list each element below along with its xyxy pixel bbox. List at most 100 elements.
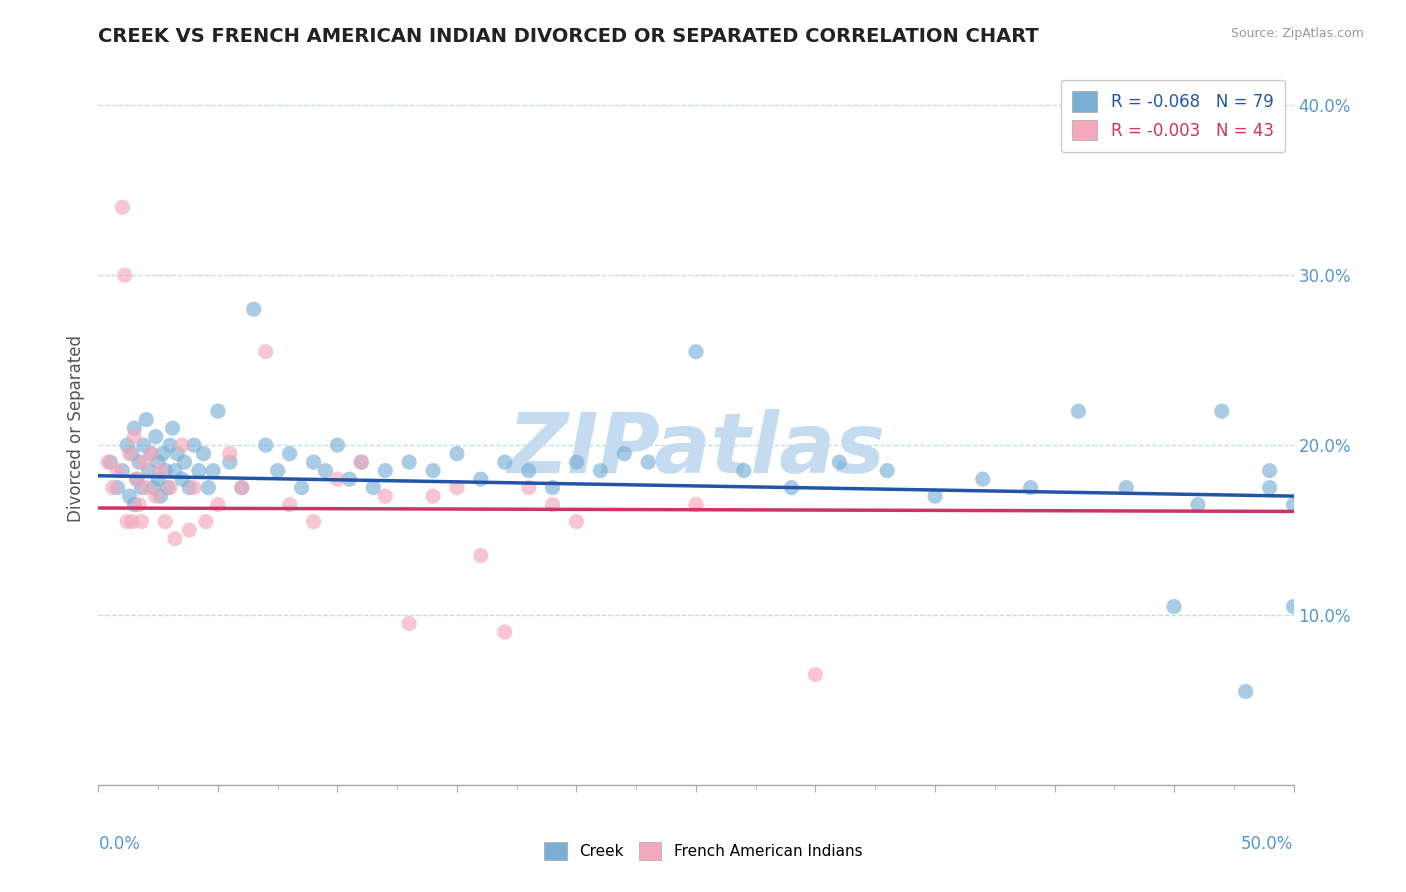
- Point: [565, 515, 588, 529]
- Point: [291, 481, 314, 495]
- Point: [121, 515, 143, 529]
- Point: [135, 481, 157, 495]
- Point: [1163, 599, 1185, 614]
- Point: [101, 481, 124, 495]
- Point: [1067, 404, 1090, 418]
- Point: [149, 464, 172, 478]
- Point: [115, 438, 138, 452]
- Point: [315, 464, 337, 478]
- Point: [254, 438, 277, 452]
- Point: [470, 549, 492, 563]
- Point: [183, 438, 205, 452]
- Point: [124, 498, 146, 512]
- Point: [1282, 599, 1305, 614]
- Point: [97, 455, 120, 469]
- Point: [804, 667, 827, 681]
- Point: [187, 464, 209, 478]
- Point: [155, 464, 177, 478]
- Point: [1115, 481, 1137, 495]
- Text: Source: ZipAtlas.com: Source: ZipAtlas.com: [1230, 27, 1364, 40]
- Point: [118, 447, 141, 461]
- Point: [541, 498, 564, 512]
- Point: [138, 464, 160, 478]
- Point: [589, 464, 612, 478]
- Point: [685, 498, 707, 512]
- Point: [1187, 498, 1209, 512]
- Point: [231, 481, 253, 495]
- Point: [422, 464, 444, 478]
- Point: [139, 447, 162, 461]
- Point: [278, 498, 301, 512]
- Point: [470, 472, 492, 486]
- Point: [163, 532, 186, 546]
- Text: 0.0%: 0.0%: [98, 835, 141, 853]
- Point: [350, 455, 373, 469]
- Point: [1258, 481, 1281, 495]
- Point: [173, 455, 195, 469]
- Point: [172, 472, 194, 486]
- Point: [339, 472, 361, 486]
- Point: [1234, 684, 1257, 698]
- Point: [131, 481, 153, 495]
- Point: [172, 438, 194, 452]
- Point: [124, 430, 146, 444]
- Point: [446, 481, 468, 495]
- Point: [111, 464, 134, 478]
- Point: [115, 515, 138, 529]
- Text: CREEK VS FRENCH AMERICAN INDIAN DIVORCED OR SEPARATED CORRELATION CHART: CREEK VS FRENCH AMERICAN INDIAN DIVORCED…: [98, 27, 1039, 45]
- Point: [132, 455, 155, 469]
- Point: [1282, 498, 1305, 512]
- Point: [828, 455, 851, 469]
- Point: [159, 438, 181, 452]
- Legend: R = -0.068   N = 79, R = -0.003   N = 43: R = -0.068 N = 79, R = -0.003 N = 43: [1060, 79, 1285, 152]
- Point: [254, 344, 277, 359]
- Point: [876, 464, 898, 478]
- Point: [111, 200, 134, 214]
- Text: 50.0%: 50.0%: [1241, 835, 1294, 853]
- Point: [374, 464, 396, 478]
- Point: [162, 421, 184, 435]
- Point: [219, 455, 242, 469]
- Point: [159, 481, 181, 495]
- Point: [326, 472, 349, 486]
- Point: [207, 498, 229, 512]
- Point: [541, 481, 564, 495]
- Point: [1211, 404, 1233, 418]
- Point: [1019, 481, 1042, 495]
- Point: [685, 344, 707, 359]
- Point: [202, 464, 225, 478]
- Point: [98, 455, 122, 469]
- Point: [125, 472, 148, 486]
- Point: [195, 515, 218, 529]
- Legend: Creek, French American Indians: Creek, French American Indians: [537, 836, 869, 866]
- Point: [125, 472, 148, 486]
- Point: [565, 455, 588, 469]
- Point: [149, 489, 172, 503]
- Point: [128, 498, 150, 512]
- Point: [780, 481, 803, 495]
- Point: [131, 515, 153, 529]
- Point: [148, 472, 170, 486]
- Point: [145, 489, 167, 503]
- Point: [398, 616, 420, 631]
- Point: [326, 438, 349, 452]
- Point: [422, 489, 444, 503]
- Point: [278, 447, 301, 461]
- Point: [613, 447, 636, 461]
- Point: [350, 455, 373, 469]
- Point: [374, 489, 396, 503]
- Point: [231, 481, 253, 495]
- Point: [155, 515, 177, 529]
- Text: ZIPatlas: ZIPatlas: [508, 409, 884, 490]
- Point: [152, 447, 174, 461]
- Point: [163, 464, 186, 478]
- Point: [114, 268, 136, 283]
- Point: [267, 464, 290, 478]
- Point: [183, 481, 205, 495]
- Point: [398, 455, 420, 469]
- Point: [107, 464, 129, 478]
- Point: [132, 438, 155, 452]
- Point: [179, 523, 201, 537]
- Point: [924, 489, 946, 503]
- Point: [363, 481, 385, 495]
